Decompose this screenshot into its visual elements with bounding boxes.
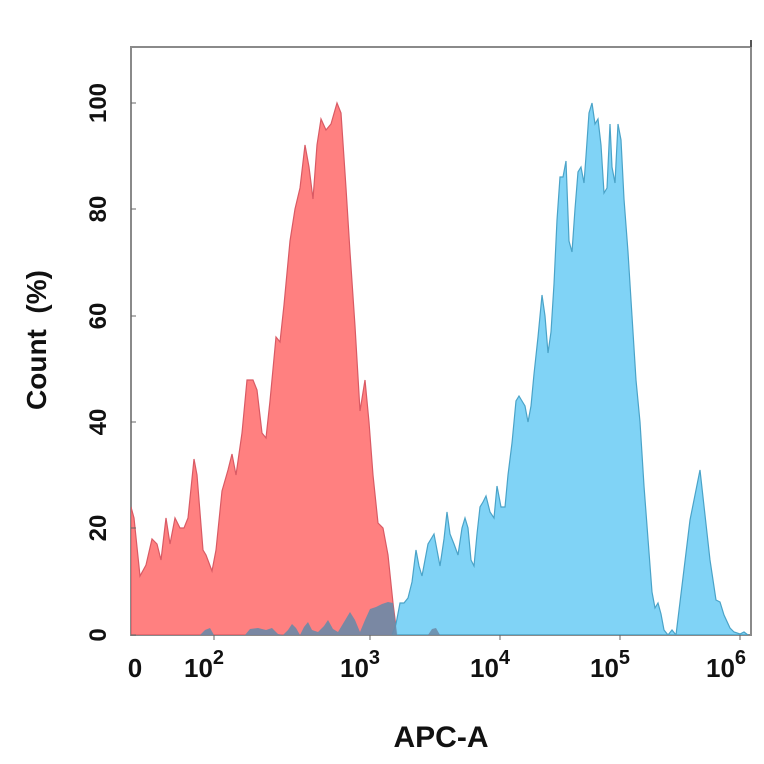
y-tick-0: 0 (85, 628, 112, 641)
x-tick-1e3: 103 (340, 647, 380, 683)
y-tick-labels: 0 20 40 60 80 100 (85, 83, 112, 642)
x-tick-labels: 0 102 103 104 105 106 (128, 647, 746, 683)
control-histogram-area (131, 101, 398, 635)
sample-histogram-area (391, 102, 740, 635)
y-tick-40: 40 (85, 409, 112, 436)
x-axis-ticks (213, 635, 741, 640)
x-tick-1e2: 102 (184, 647, 224, 683)
x-tick-1e6: 106 (706, 647, 746, 683)
overlap-area (200, 602, 397, 635)
y-axis-title: Count (%) (21, 270, 52, 410)
overlap-bump (428, 628, 440, 635)
x-tick-1e4: 104 (470, 647, 511, 683)
y-tick-20: 20 (85, 515, 112, 542)
y-tick-60: 60 (85, 303, 112, 330)
y-tick-100: 100 (85, 83, 112, 123)
x-tick-0: 0 (128, 653, 142, 683)
y-axis-ticks (131, 102, 136, 636)
x-tick-1e5: 105 (590, 647, 630, 683)
y-tick-80: 80 (85, 196, 112, 223)
sample-histogram-tail (675, 469, 749, 635)
x-axis-title: APC-A (394, 721, 489, 754)
